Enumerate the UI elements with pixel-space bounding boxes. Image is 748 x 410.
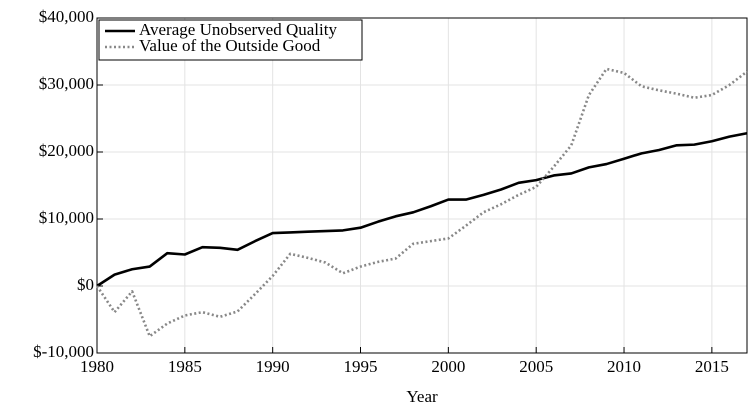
x-tick-label: 2010: [607, 357, 641, 376]
x-axis-label: Year: [406, 387, 438, 406]
x-tick-label: 2015: [695, 357, 729, 376]
legend-label: Value of the Outside Good: [139, 36, 321, 55]
x-tick-label: 1980: [80, 357, 114, 376]
x-tick-label: 2000: [431, 357, 465, 376]
y-tick-label: $20,000: [39, 141, 94, 160]
plot-frame: [96, 17, 748, 354]
x-tick-label: 1995: [344, 357, 378, 376]
x-tick-label: 1990: [256, 357, 290, 376]
y-tick-label: $30,000: [39, 74, 94, 93]
legend-box: [98, 19, 363, 61]
series-line: [96, 131, 748, 288]
y-tick-label: $10,000: [39, 208, 94, 227]
x-tick-label: 2005: [519, 357, 553, 376]
legend-label: Average Unobserved Quality: [139, 20, 337, 39]
series-line: [95, 67, 748, 338]
y-tick-label: $-10,000: [33, 342, 94, 361]
y-tick-label: $40,000: [39, 7, 94, 26]
y-tick-label: $0: [77, 275, 94, 294]
x-tick-label: 1985: [168, 357, 202, 376]
